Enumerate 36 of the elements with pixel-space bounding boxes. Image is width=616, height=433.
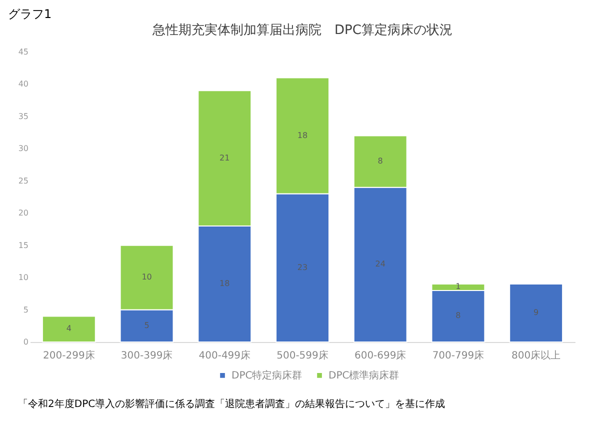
data-label: 23 <box>297 262 308 272</box>
data-label: 5 <box>144 320 150 330</box>
data-label: 9 <box>534 308 539 317</box>
legend-label: DPC標準病床群 <box>328 369 400 382</box>
data-label: 8 <box>378 156 383 166</box>
data-label: 10 <box>142 272 152 282</box>
data-label: 24 <box>375 260 386 269</box>
bar <box>509 284 564 342</box>
y-tick-label: 15 <box>18 240 28 250</box>
y-tick-label: 35 <box>18 112 28 121</box>
x-tick-label: 800床以上 <box>512 350 561 362</box>
y-tick-label: 30 <box>18 144 28 154</box>
data-label: 18 <box>220 279 230 288</box>
y-tick-label: 40 <box>18 80 28 89</box>
chart-title: 急性期充実体制加算届出病院 DPC算定病床の状況 <box>152 22 452 38</box>
data-label: 1 <box>456 282 461 292</box>
data-label: 18 <box>297 130 308 140</box>
data-label: 21 <box>220 153 230 162</box>
y-tick-label: 10 <box>18 273 28 282</box>
x-tick-label: 700-799床 <box>432 350 484 362</box>
data-label: 8 <box>456 311 461 320</box>
y-tick-label: 45 <box>18 48 28 56</box>
y-tick-label: 5 <box>23 305 28 314</box>
text: グラフ1 <box>8 7 52 21</box>
bar <box>42 316 96 342</box>
x-tick-label: 500-599床 <box>276 350 328 362</box>
y-tick-label: 25 <box>18 176 28 186</box>
data-label: 4 <box>66 324 72 334</box>
text: 「令和2年度DPC導入の影響評価に係る調査「退院患者調査」の結果報告について」を基に作成 <box>18 398 446 410</box>
y-tick-label: 0 <box>23 338 28 346</box>
x-tick-label: 300-399床 <box>120 350 173 362</box>
x-tick-label: 400-499床 <box>198 350 251 362</box>
x-tick-label: 200-299床 <box>43 350 95 362</box>
x-tick-label: 600-699床 <box>354 350 406 362</box>
y-tick-label: 20 <box>18 208 28 218</box>
legend-label: DPC特定病床群 <box>232 369 302 382</box>
